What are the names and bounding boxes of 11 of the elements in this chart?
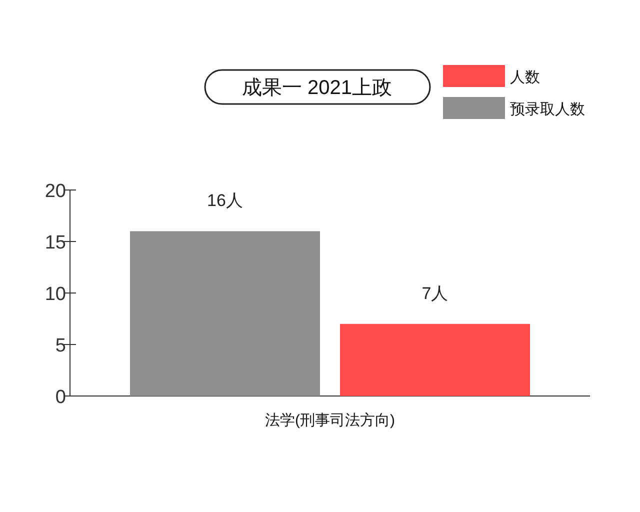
y-tick-label: 0 [55,387,66,408]
data-label: 7人 [422,284,448,303]
data-label: 16人 [207,191,243,210]
y-tick-label: 10 [44,284,66,305]
x-tick-label: 法学(刑事司法方向) [265,412,395,429]
chart-title: 成果一 2021上政 [242,77,392,99]
y-tick-label: 15 [44,232,66,254]
y-tick-label: 5 [55,336,66,356]
legend-label: 预录取人数 [510,101,585,118]
y-tick-label: 20 [44,181,66,202]
legend-label: 人数 [510,69,540,86]
